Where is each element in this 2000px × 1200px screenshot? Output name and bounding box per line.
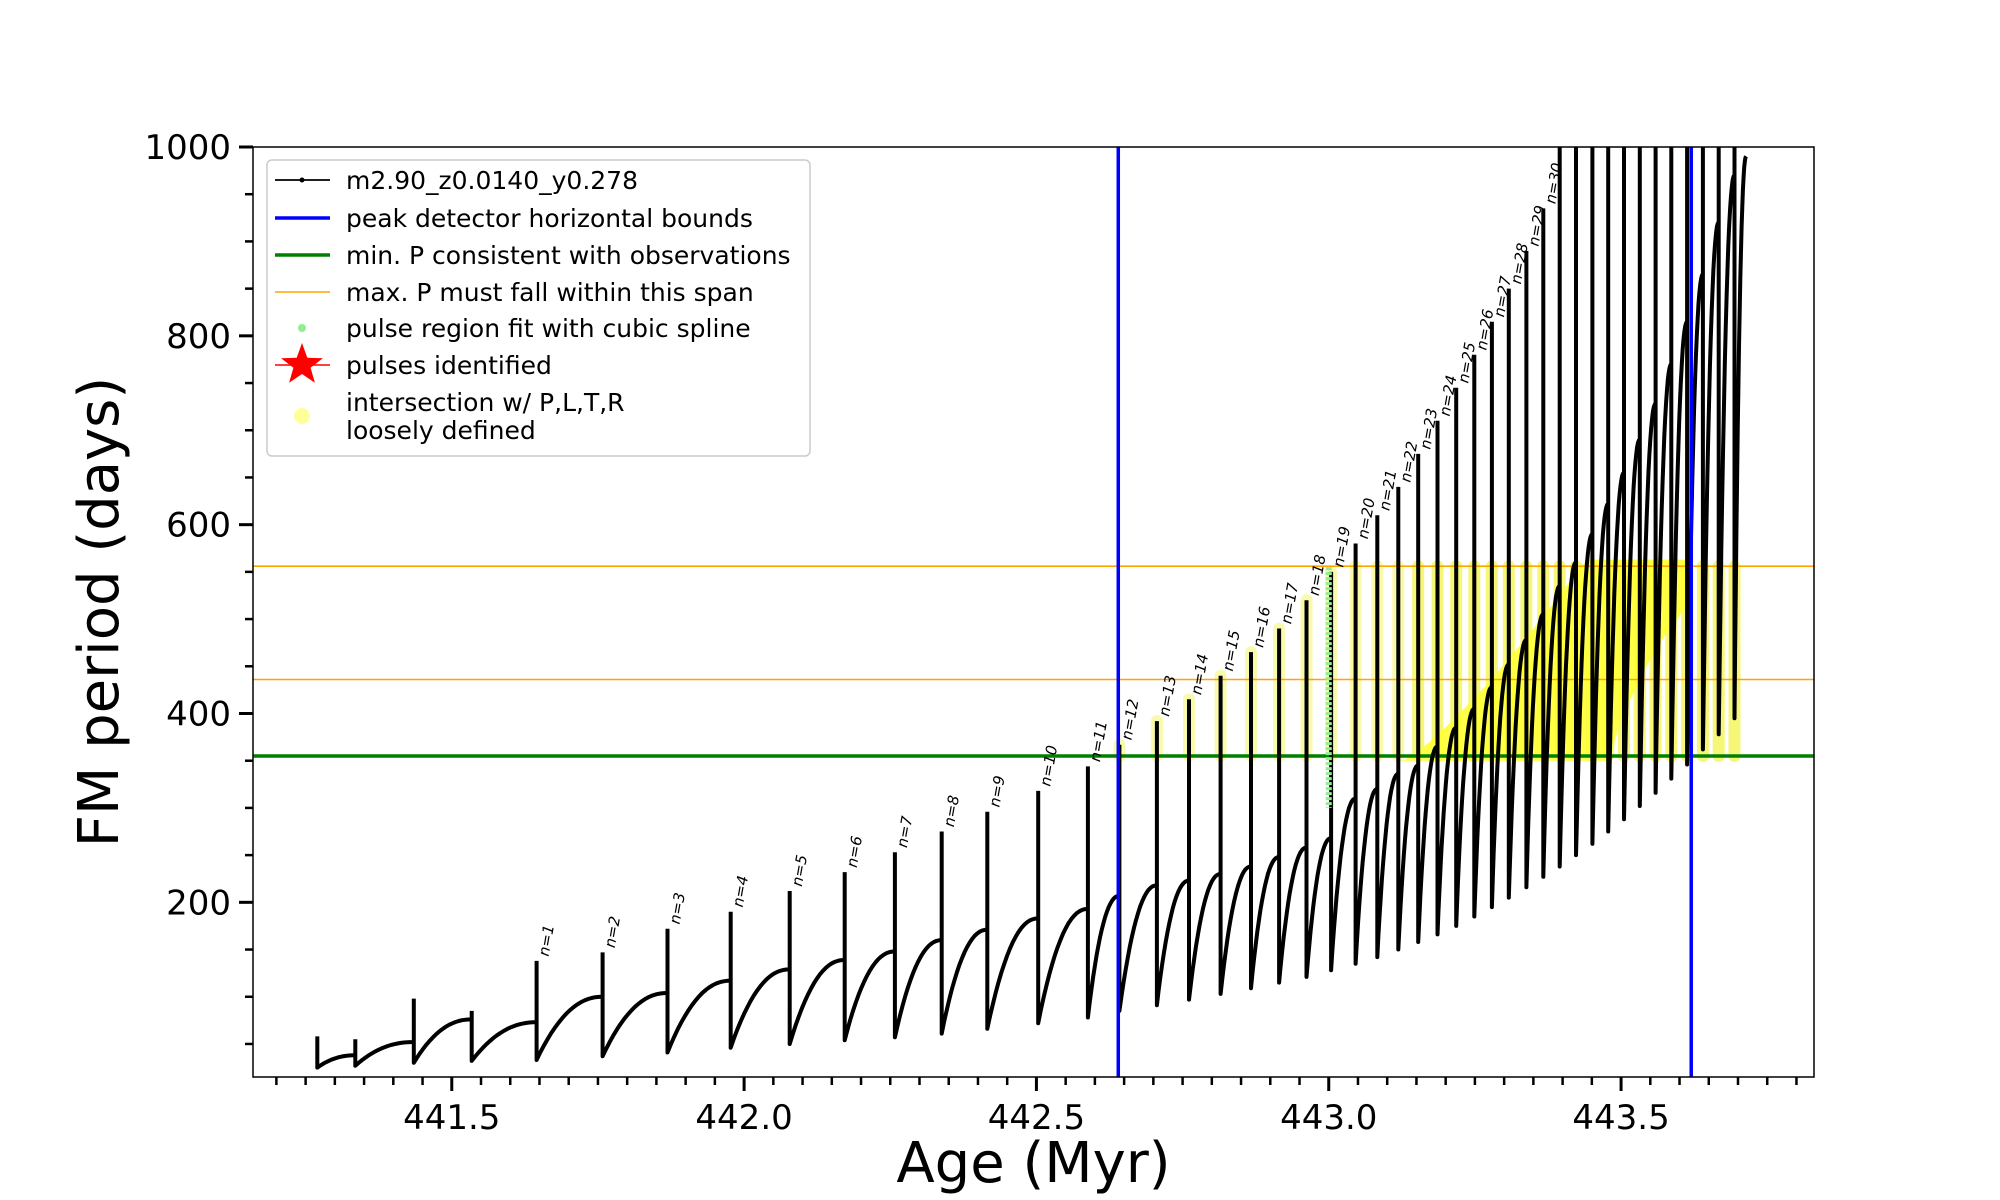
pulse-number-label: n=3 xyxy=(666,891,689,925)
legend-label: min. P consistent with observations xyxy=(346,241,791,270)
pulse-number-label: n=10 xyxy=(1036,744,1061,788)
pulse-number-label: n=15 xyxy=(1219,629,1244,673)
pulse-cycle-line xyxy=(892,852,942,1040)
x-tick-label: 442.5 xyxy=(988,1098,1085,1138)
pulse-cycle-line xyxy=(1506,288,1528,900)
pulse-cycle-line xyxy=(411,998,472,1065)
pulse-number-label: n=8 xyxy=(940,794,963,828)
pulse-number-label: n=4 xyxy=(729,874,752,908)
pulse-number-label: n=29 xyxy=(1525,204,1550,248)
pulse-cycle-line xyxy=(1541,208,1561,879)
pulse-cycle-line xyxy=(1489,321,1510,910)
pulse-cycle-line xyxy=(1036,790,1089,1026)
pulse-number-label: n=6 xyxy=(843,835,866,869)
pulse-cycle-line xyxy=(1353,543,1379,966)
y-tick-label: 600 xyxy=(166,506,231,546)
pulse-cycle-line xyxy=(1574,147,1594,858)
pulse-cycle-line xyxy=(842,872,896,1043)
peak-detector-bounds xyxy=(1116,147,1693,1077)
pulse-cycle-line xyxy=(1304,600,1332,979)
legend-label: loosely defined xyxy=(346,416,536,445)
legend-label: pulse region fit with cubic spline xyxy=(346,314,751,343)
y-axis-label: FM period (days) xyxy=(67,377,132,847)
pulse-number-label: n=30 xyxy=(1542,161,1567,205)
pulse-cycle-line xyxy=(1524,250,1545,890)
pulse-number-label: n=1 xyxy=(535,923,558,957)
x-tick-label: 442.0 xyxy=(695,1098,792,1138)
pulse-cycle-line xyxy=(1685,147,1705,767)
pulse-cycle-line xyxy=(1218,675,1252,996)
legend-blob-handle xyxy=(294,408,310,424)
pulse-cycle-line xyxy=(665,928,731,1055)
pulse-cycle-line xyxy=(939,831,988,1036)
y-tick-label: 1000 xyxy=(144,128,231,168)
pulse-cycle-line xyxy=(1606,147,1626,834)
pulse-cycle-line xyxy=(1249,652,1280,991)
pulse-cycle-line xyxy=(534,960,603,1062)
y-tick-label: 800 xyxy=(166,317,231,357)
pulse-cycle-line xyxy=(1590,147,1610,846)
pulse-cycle-line xyxy=(600,952,668,1059)
y-tick-label: 400 xyxy=(166,694,231,734)
legend-label: pulses identified xyxy=(346,351,552,380)
pulse-cycle-line xyxy=(1396,486,1420,952)
legend-label: m2.90_z0.0140_y0.278 xyxy=(346,166,638,195)
legend-series-marker xyxy=(299,177,305,183)
pulse-cycle-line xyxy=(1732,147,1748,721)
pulse-cycle-line xyxy=(728,911,790,1050)
legend-label: peak detector horizontal bounds xyxy=(346,204,753,233)
pulse-number-label: n=14 xyxy=(1187,652,1212,696)
pulse-cycle-line xyxy=(1329,571,1357,973)
legend-box xyxy=(266,159,811,457)
pulse-number-label: n=19 xyxy=(1329,525,1354,569)
horizontal-reference-lines xyxy=(253,565,1814,758)
pulse-cycle-line xyxy=(1435,420,1458,937)
pulse-number-label: n=20 xyxy=(1354,497,1379,541)
pulse-cycle-line xyxy=(1154,721,1190,1008)
pulse-cycle-line xyxy=(1700,147,1721,752)
pulse-number-label: n=7 xyxy=(893,814,916,849)
period-series xyxy=(315,147,1748,1070)
y-tick-label: 200 xyxy=(166,883,231,923)
legend-dot-handle xyxy=(298,324,306,332)
pulse-cycle-line xyxy=(1117,744,1158,1013)
pulse-cycle-line xyxy=(1622,147,1641,822)
pulse-cycle-line xyxy=(1187,699,1221,1002)
star-icon xyxy=(281,343,323,383)
pulse-cycle-line xyxy=(1716,147,1736,737)
axes: 441.5 442.0 442.5 443.0 443.5 200 400 600 800 100… xyxy=(144,128,1798,1138)
pulse-cycle-line xyxy=(787,891,845,1046)
pulse-cycle-line xyxy=(1637,147,1657,808)
x-axis-label: Age (Myr) xyxy=(896,1131,1170,1196)
x-tick-label: 443.5 xyxy=(1572,1098,1669,1138)
pulse-cycle-line xyxy=(469,1010,537,1063)
pulse-number-label: n=17 xyxy=(1277,581,1302,625)
pulse-cycle-line xyxy=(985,811,1039,1031)
x-tick-label: 441.5 xyxy=(403,1098,500,1138)
pulse-cycle-line xyxy=(1416,453,1439,944)
pulse-cycle-line xyxy=(1375,515,1400,960)
pulse-cycle-line xyxy=(1454,387,1476,928)
pulse-cycle-line xyxy=(1472,354,1493,919)
pulse-cycle-line xyxy=(1653,147,1673,795)
legend-label: intersection w/ P,L,T,R xyxy=(346,388,625,417)
plot-frame xyxy=(252,146,1815,1078)
pulse-cycle-line xyxy=(1277,628,1307,985)
pulse-cycle-line xyxy=(315,1036,356,1070)
pulse-cycle-line xyxy=(1557,147,1578,869)
legend-label: max. P must fall within this span xyxy=(346,278,754,307)
x-tick-label: 443.0 xyxy=(1280,1098,1377,1138)
pulse-cycle-line xyxy=(1085,766,1120,1020)
pulse-cycle-line xyxy=(1669,147,1689,781)
pulse-number-label: n=2 xyxy=(601,915,624,949)
pulse-number-label: n=13 xyxy=(1155,674,1180,718)
pulse-number-label: n=12 xyxy=(1118,698,1143,742)
pulse-number-label: n=16 xyxy=(1249,605,1274,649)
pulse-number-label: n=5 xyxy=(788,853,811,887)
pulse-number-label: n=9 xyxy=(986,774,1009,808)
pulse-cycle-line xyxy=(353,1039,414,1068)
